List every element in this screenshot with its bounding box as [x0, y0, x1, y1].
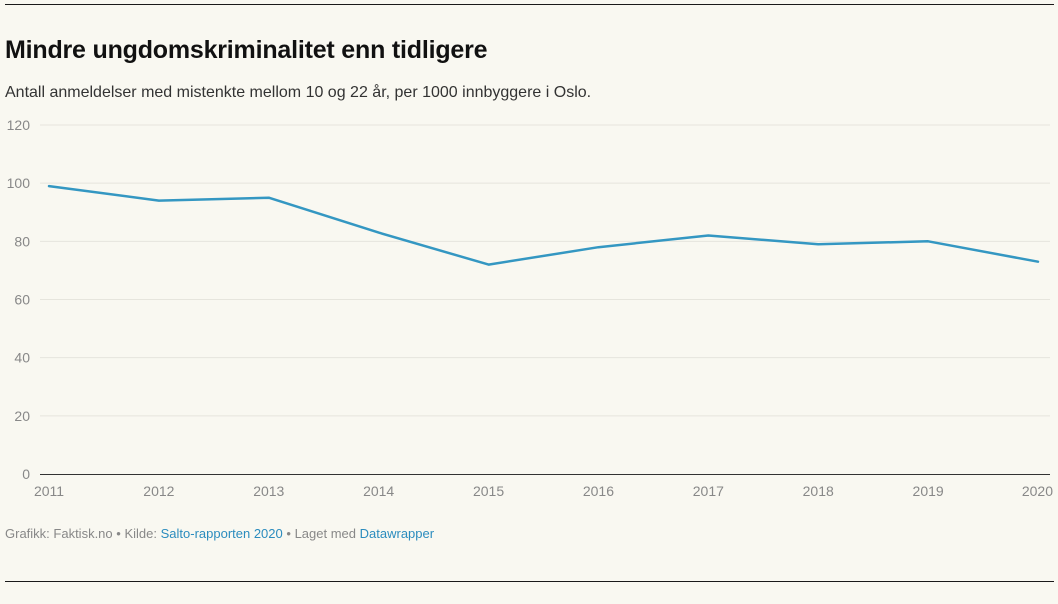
footer-separator: •: [116, 526, 121, 541]
x-tick-label: 2015: [473, 483, 504, 499]
x-tick-label: 2020: [1022, 483, 1053, 499]
footer-datawrapper-link[interactable]: Datawrapper: [359, 526, 435, 541]
series-line: [47, 184, 1040, 266]
chart-subtitle: Antall anmeldelser med mistenkte mellom …: [5, 84, 592, 101]
footer-source-link[interactable]: Salto-rapporten 2020: [160, 526, 283, 541]
chart-title: Mindre ungdomskriminalitet enn tidligere: [5, 36, 488, 64]
bottom-rule: [5, 581, 1054, 582]
y-tick-label: 0: [22, 466, 30, 482]
x-tick-label: 2013: [253, 483, 284, 499]
footer-source-prefix: Kilde:: [124, 526, 157, 541]
y-tick-label: 20: [14, 408, 30, 424]
footer-made-with-prefix: Laget med: [294, 526, 357, 541]
top-rule: [5, 4, 1054, 5]
x-tick-label: 2011: [34, 483, 64, 499]
chart-footer: Grafikk: Faktisk.no • Kilde: Salto-rappo…: [5, 526, 434, 541]
x-tick-label: 2019: [913, 483, 944, 499]
footer-separator: •: [286, 526, 291, 541]
x-tick-label: 2012: [143, 483, 174, 499]
footer-graphic-credit: Grafikk: Faktisk.no: [5, 526, 113, 541]
x-tick-label: 2016: [583, 483, 614, 499]
x-tick-label: 2014: [363, 483, 394, 499]
x-tick-label: 2017: [693, 483, 724, 499]
y-tick-label: 80: [14, 233, 30, 249]
y-tick-label: 60: [14, 292, 30, 308]
x-tick-label: 2018: [803, 483, 834, 499]
x-tick-labels: 2011 2012 2013 2014 2015 2016 2017 2018 2019 2020: [34, 483, 1053, 499]
y-tick-labels: 0 20 40 60 80 100 120: [7, 117, 31, 482]
line-chart: 0 20 40 60 80 100 120 2011 2012 2013 2014 2015 2016…: [7, 117, 1054, 499]
y-tick-label: 40: [14, 350, 30, 366]
grid-lines: [40, 124, 1050, 417]
y-tick-label: 120: [7, 117, 31, 133]
y-tick-label: 100: [7, 175, 31, 191]
series-group: [47, 184, 1040, 266]
